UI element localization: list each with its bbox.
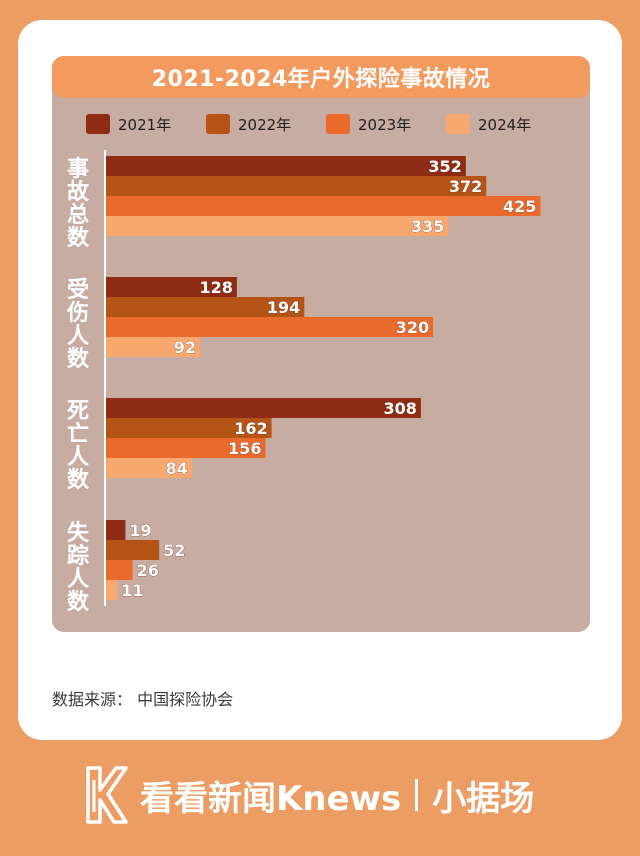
bar bbox=[106, 156, 466, 176]
bar bbox=[106, 337, 201, 357]
legend-label: 2021年 bbox=[118, 116, 171, 134]
data-label: 372 bbox=[449, 177, 482, 196]
bar bbox=[106, 438, 266, 458]
data-label: 92 bbox=[174, 338, 196, 357]
source-note: 数据来源： 中国探险协会 bbox=[52, 690, 234, 709]
data-label: 52 bbox=[163, 541, 185, 560]
data-label: 19 bbox=[129, 521, 151, 540]
footer-separator bbox=[415, 779, 419, 811]
data-label: 84 bbox=[166, 459, 188, 478]
footer-subbrand: 小据场 bbox=[432, 778, 535, 819]
data-label: 11 bbox=[121, 581, 143, 600]
bar bbox=[106, 317, 434, 337]
data-label: 308 bbox=[383, 399, 416, 418]
category-label: 死亡人数 bbox=[67, 399, 90, 493]
footer-brand: 看看新闻Knews bbox=[140, 778, 402, 819]
bar bbox=[106, 580, 118, 600]
knews-logo-icon bbox=[86, 766, 128, 824]
data-label: 162 bbox=[234, 419, 267, 438]
bar bbox=[106, 297, 305, 317]
data-label: 425 bbox=[503, 197, 536, 216]
bar bbox=[106, 540, 160, 560]
data-label: 194 bbox=[267, 298, 300, 317]
bar bbox=[106, 216, 449, 236]
data-label: 128 bbox=[199, 278, 232, 297]
data-label: 320 bbox=[396, 318, 429, 337]
bar bbox=[106, 520, 126, 540]
category-label: 失踪人数 bbox=[67, 521, 90, 615]
legend-swatch bbox=[326, 114, 350, 134]
legend-label: 2022年 bbox=[238, 116, 291, 134]
category-label: 受伤人数 bbox=[66, 277, 90, 372]
bar bbox=[106, 458, 192, 478]
legend-swatch bbox=[206, 114, 230, 134]
legend-swatch bbox=[446, 114, 470, 134]
footer: 看看新闻Knews 小据场 bbox=[84, 764, 534, 826]
legend-label: 2023年 bbox=[358, 116, 411, 134]
bar bbox=[106, 560, 133, 580]
data-label: 26 bbox=[137, 561, 159, 580]
bar bbox=[106, 277, 237, 297]
bar bbox=[106, 176, 487, 196]
data-label: 156 bbox=[228, 439, 261, 458]
legend-swatch bbox=[86, 114, 110, 134]
bar bbox=[106, 398, 421, 418]
bar bbox=[106, 418, 272, 438]
legend-label: 2024年 bbox=[478, 116, 531, 134]
chart-title: 2021-2024年户外探险事故情况 bbox=[151, 67, 491, 92]
data-label: 335 bbox=[411, 217, 444, 236]
title-bar: 2021-2024年户外探险事故情况 bbox=[52, 56, 590, 98]
data-label: 352 bbox=[428, 157, 461, 176]
bar bbox=[106, 196, 541, 216]
category-label: 事故总数 bbox=[67, 156, 90, 251]
